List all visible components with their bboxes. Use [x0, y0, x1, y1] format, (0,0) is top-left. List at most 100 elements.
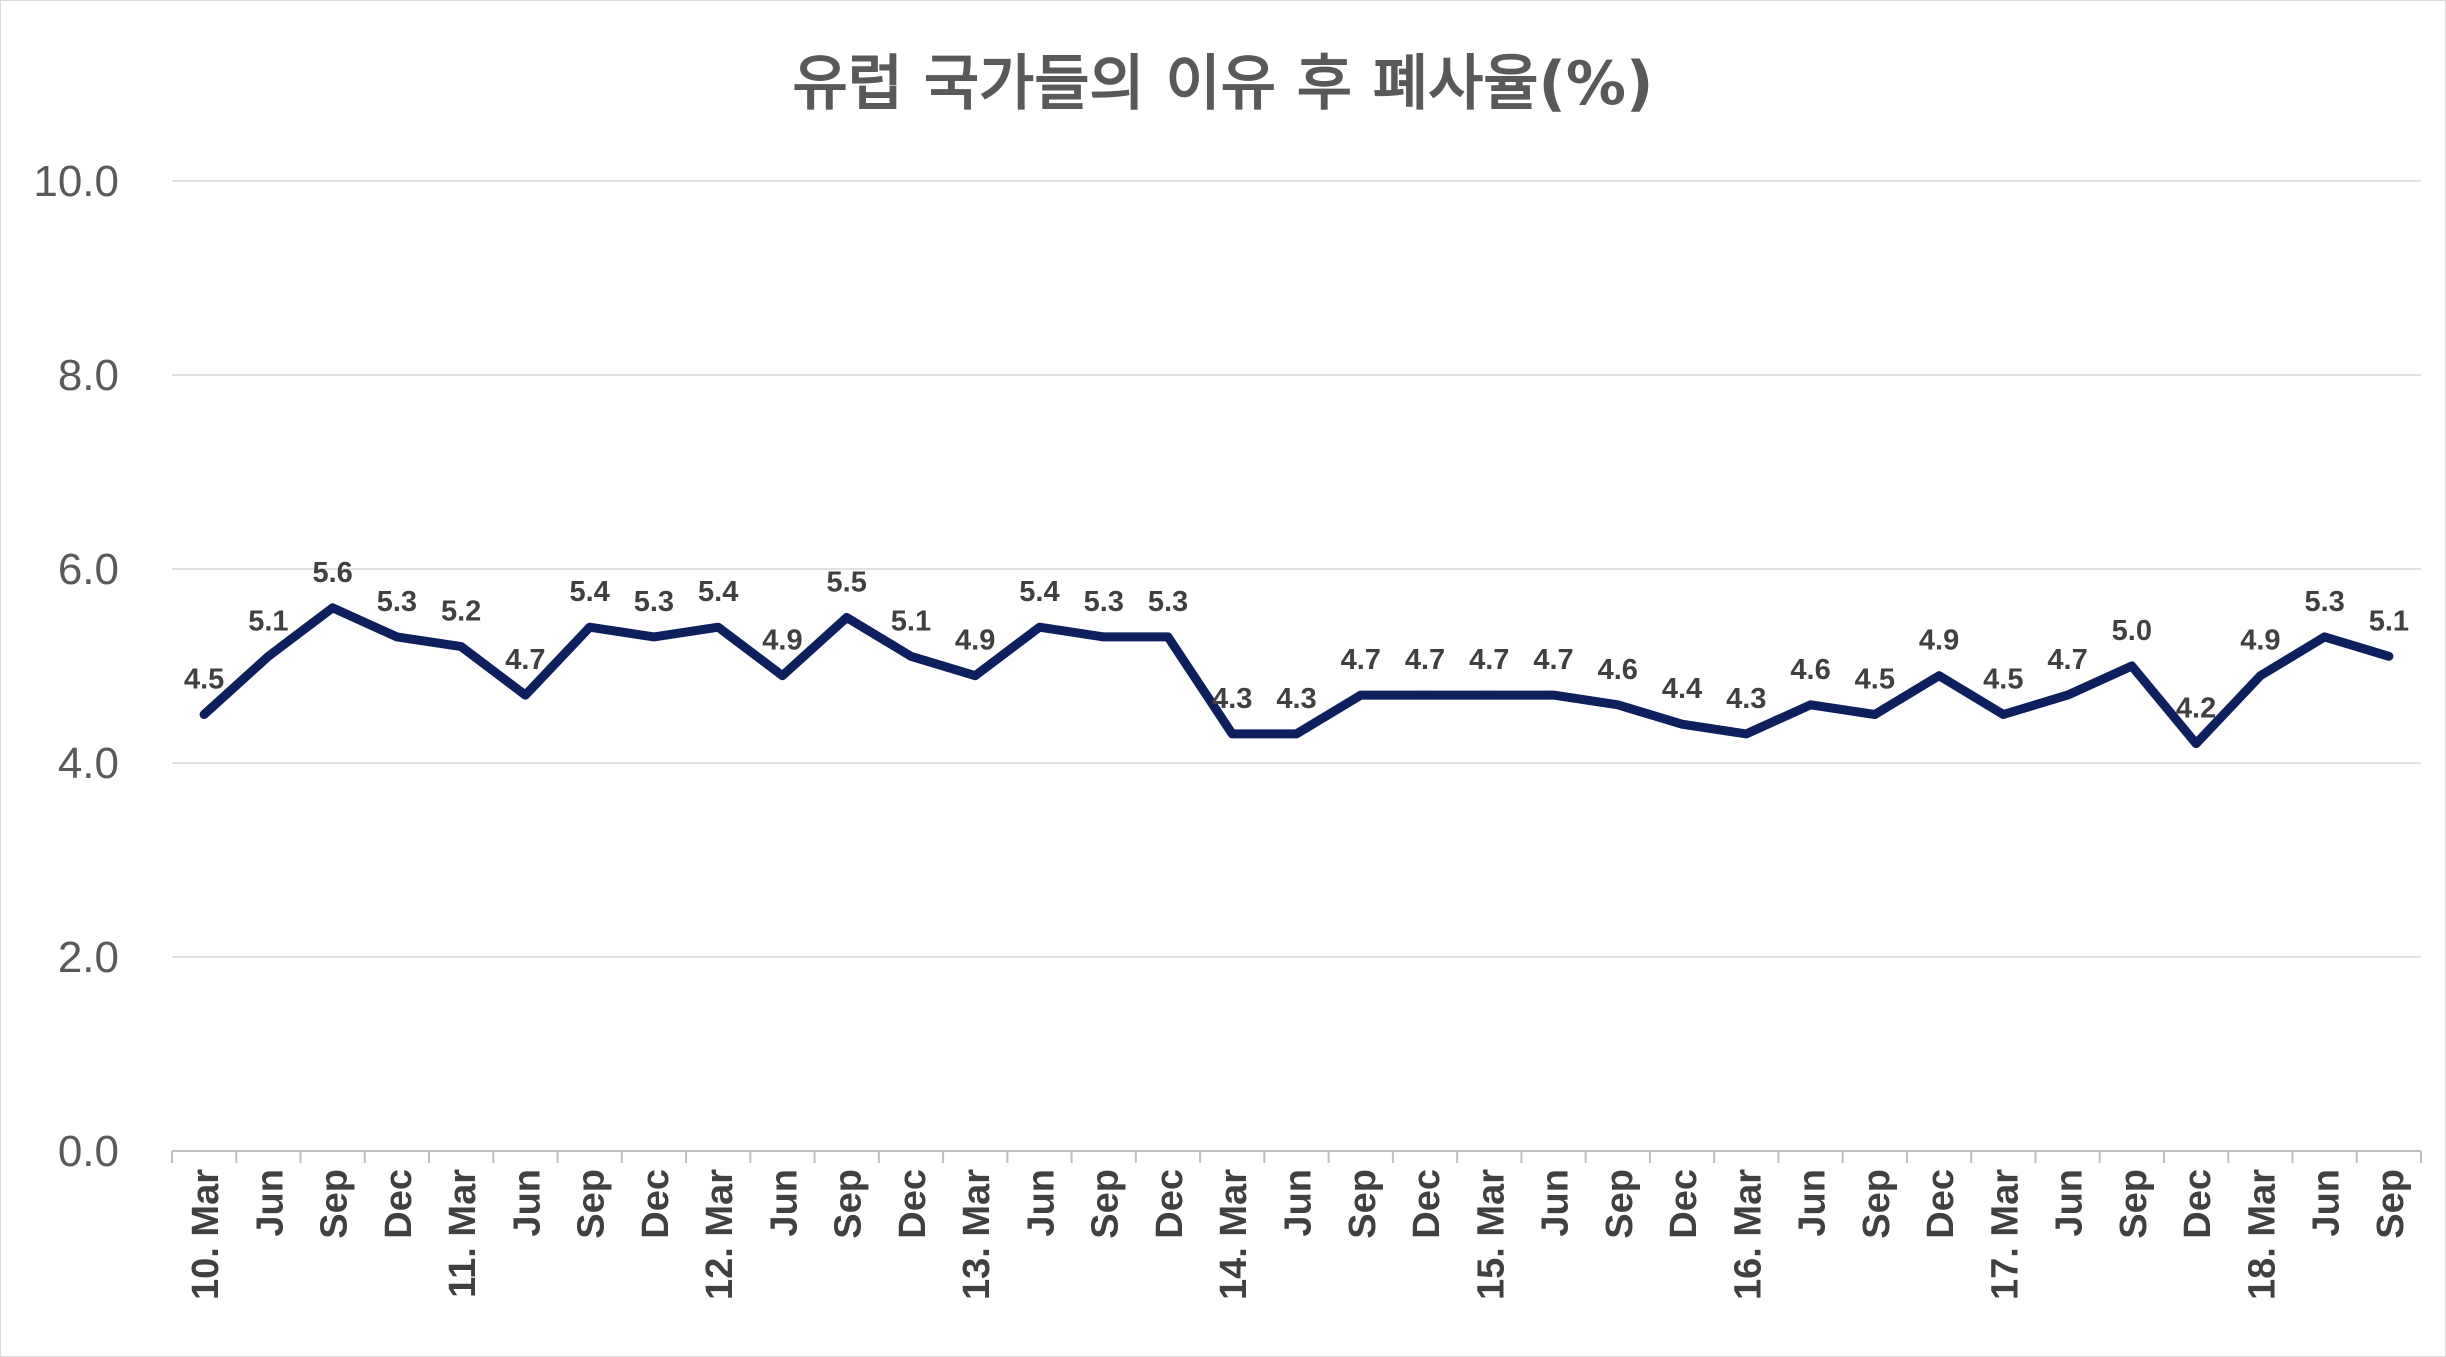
data-label: 4.7 — [1341, 644, 1381, 676]
data-label: 4.6 — [1598, 654, 1638, 686]
data-label: 5.1 — [2369, 605, 2409, 637]
data-point — [2063, 691, 2072, 700]
data-point — [1228, 729, 1237, 738]
data-label: 5.3 — [634, 586, 674, 618]
data-label: 5.0 — [2112, 615, 2152, 647]
y-tick-label: 6.0 — [58, 545, 119, 594]
data-point — [264, 652, 273, 661]
x-tick-label: Sep — [1085, 1169, 1127, 1239]
x-tick-label: Sep — [1599, 1169, 1641, 1239]
x-tick-label: 12. Mar — [699, 1169, 741, 1300]
data-point — [2127, 662, 2136, 670]
data-label: 5.5 — [827, 567, 867, 599]
data-point — [1870, 710, 1879, 719]
data-point — [1035, 623, 1044, 632]
data-label: 4.3 — [1276, 683, 1316, 715]
data-point — [1163, 632, 1172, 641]
data-label: 4.7 — [1533, 644, 1573, 676]
data-point — [1935, 671, 1944, 680]
data-label: 4.9 — [955, 625, 995, 657]
data-label: 4.4 — [1662, 673, 1702, 705]
x-tick-label: Dec — [378, 1169, 420, 1239]
data-label: 4.9 — [2240, 625, 2280, 657]
x-tick-label: 17. Mar — [1984, 1169, 2026, 1300]
x-tick-label: 14. Mar — [1213, 1169, 1255, 1300]
data-label: 4.3 — [1212, 683, 1252, 715]
data-point — [1613, 700, 1622, 709]
data-label: 5.3 — [1148, 586, 1188, 618]
x-tick-label: Jun — [1020, 1169, 1062, 1237]
x-tick-label: Jun — [2049, 1169, 2091, 1237]
data-point — [714, 623, 723, 632]
data-label: 4.7 — [505, 644, 545, 676]
x-tick-label: 16. Mar — [1727, 1169, 1769, 1300]
x-tick-label: Jun — [506, 1169, 548, 1237]
data-label: 4.6 — [1790, 654, 1830, 686]
x-tick-label: Jun — [2306, 1169, 2348, 1237]
data-point — [1742, 729, 1751, 738]
x-tick-label: 10. Mar — [185, 1169, 227, 1300]
x-tick-label: Sep — [314, 1169, 356, 1239]
data-label: 5.2 — [441, 596, 481, 628]
data-label: 4.5 — [1983, 664, 2023, 696]
x-tick-label: Jun — [1792, 1169, 1834, 1237]
data-point — [1421, 691, 1430, 700]
data-point — [200, 710, 209, 719]
data-point — [1678, 720, 1687, 729]
x-tick-label: Dec — [635, 1169, 677, 1239]
data-label: 5.6 — [312, 557, 352, 589]
x-tick-label: Jun — [249, 1169, 291, 1237]
x-tick-label: 11. Mar — [442, 1169, 484, 1298]
data-label: 4.3 — [1726, 683, 1766, 715]
data-point — [2256, 671, 2265, 680]
data-point — [457, 642, 466, 651]
x-tick-label: 15. Mar — [1470, 1169, 1512, 1300]
x-tick-label: Sep — [1342, 1169, 1384, 1239]
data-point — [2320, 632, 2329, 641]
data-label: 4.7 — [1405, 644, 1445, 676]
data-point — [328, 603, 337, 612]
x-tick-label: Jun — [1535, 1169, 1577, 1237]
x-tick-label: Sep — [2370, 1169, 2412, 1239]
data-point — [521, 691, 530, 700]
y-tick-label: 0.0 — [58, 1127, 119, 1176]
x-tick-label: Sep — [1856, 1169, 1898, 1239]
data-point — [2192, 739, 2201, 748]
y-tick-label: 2.0 — [58, 933, 119, 982]
data-point — [649, 632, 658, 641]
y-tick-label: 10.0 — [33, 157, 119, 206]
data-label: 4.7 — [1469, 644, 1509, 676]
x-tick-label: Dec — [1406, 1169, 1448, 1239]
data-label: 4.9 — [1919, 625, 1959, 657]
x-tick-label: Sep — [2113, 1169, 2155, 1239]
data-label: 5.4 — [1019, 576, 1059, 608]
x-tick-label: Jun — [763, 1169, 805, 1237]
data-label: 5.4 — [570, 576, 610, 608]
x-tick-label: Dec — [1920, 1169, 1962, 1239]
data-label: 5.4 — [698, 576, 738, 608]
x-tick-label: Dec — [892, 1169, 934, 1239]
data-point — [1292, 729, 1301, 738]
data-label: 4.5 — [184, 664, 224, 696]
data-point — [1099, 632, 1108, 641]
data-point — [1806, 700, 1815, 709]
chart-title: 유럽 국가들의 이유 후 폐사율(%) — [792, 49, 1654, 119]
data-point — [971, 671, 980, 680]
data-label: 4.7 — [2047, 644, 2087, 676]
x-tick-label: Dec — [2177, 1169, 2219, 1239]
x-tick-label: Sep — [571, 1169, 613, 1239]
data-point — [1999, 710, 2008, 719]
data-point — [2384, 652, 2393, 661]
data-point — [1549, 691, 1558, 700]
data-label: 4.2 — [2176, 693, 2216, 725]
data-label: 4.9 — [762, 625, 802, 657]
data-label: 4.5 — [1855, 664, 1895, 696]
data-point — [1356, 691, 1365, 700]
data-point — [1485, 691, 1494, 700]
x-tick-label: Jun — [1278, 1169, 1320, 1237]
data-label: 5.1 — [248, 605, 288, 637]
y-tick-label: 8.0 — [58, 351, 119, 400]
data-point — [778, 671, 787, 680]
